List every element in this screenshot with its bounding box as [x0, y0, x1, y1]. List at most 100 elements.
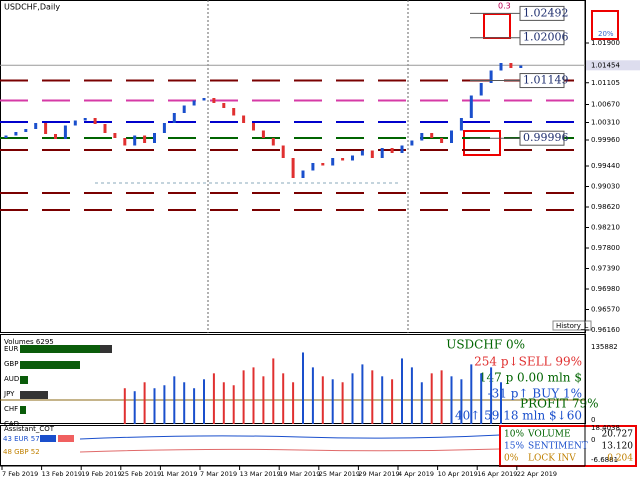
- currency-label: AUD: [4, 375, 19, 383]
- volume-bar: [420, 382, 423, 424]
- info-text: PROFIT 79%: [520, 397, 599, 411]
- info-text: 254 p↓SELL 99%: [474, 355, 582, 369]
- candle-body: [281, 145, 285, 158]
- cot-pct: 0%: [504, 454, 519, 464]
- candle-body: [430, 133, 434, 138]
- candle-body: [469, 95, 473, 118]
- candle-body: [479, 83, 483, 96]
- volume-bar: [311, 367, 314, 424]
- currency-label: CAD: [4, 420, 19, 428]
- volume-bar: [123, 388, 126, 424]
- candle-body: [351, 155, 354, 161]
- button-label[interactable]: History_L: [556, 322, 588, 330]
- cot-value: 20.727: [602, 430, 634, 440]
- cot-name: VOLUME: [527, 430, 571, 440]
- volume-bar: [193, 388, 196, 424]
- candle-body: [24, 129, 28, 132]
- cot-pct: 15%: [504, 442, 524, 452]
- volume-bar: [153, 388, 156, 424]
- date-label: 7 Mar 2019: [200, 470, 237, 478]
- candle-body: [133, 135, 137, 146]
- candle-body: [123, 138, 127, 146]
- price-tick-label: 0.97800: [591, 244, 620, 252]
- candle-body: [271, 138, 275, 146]
- candle-body: [440, 138, 444, 143]
- price-box-label: 1.02006: [523, 31, 569, 44]
- volume-tick-label: 0: [591, 416, 595, 424]
- volume-bar: [450, 376, 453, 424]
- candle-body: [390, 148, 394, 153]
- cot-value: 0.204: [607, 454, 633, 464]
- cot-pct: 10%: [504, 430, 524, 440]
- volume-bar: [242, 370, 245, 424]
- symbol-title: USDCHF,Daily: [4, 3, 60, 12]
- price-tick-label: 0.96160: [591, 326, 620, 334]
- date-label: 29 Mar 2019: [358, 470, 399, 478]
- price-box: [519, 73, 565, 89]
- candle-body: [232, 108, 236, 116]
- candle-body: [172, 113, 176, 123]
- candle-body: [291, 158, 295, 178]
- price-tick-label: 1.00310: [591, 119, 620, 127]
- candle-body: [34, 123, 38, 129]
- panel-title: Volumes 6295: [4, 338, 54, 346]
- price-tick-label: 1.00670: [591, 101, 620, 109]
- candle-body: [400, 145, 404, 153]
- currency-bars: [20, 345, 112, 414]
- date-label: 10 Apr 2019: [438, 470, 478, 478]
- volume-bar: [460, 379, 463, 424]
- price-box: [519, 5, 565, 21]
- volume-bar: [143, 382, 146, 424]
- info-text: USDCHF 0%: [446, 338, 525, 352]
- candle-body: [63, 125, 67, 139]
- candle-body: [113, 133, 117, 138]
- volume-bar: [331, 379, 334, 424]
- volume-bar: [381, 376, 384, 424]
- candle-body: [261, 130, 265, 138]
- date-label: 16 Apr 2019: [477, 470, 517, 478]
- price-box-label: 1.02492: [523, 6, 569, 19]
- price-box-label: 1.01149: [523, 74, 569, 87]
- price-tick-label: 0.98210: [591, 224, 620, 232]
- candle-body: [182, 105, 186, 113]
- candle-body: [222, 103, 226, 108]
- price-box: [519, 130, 565, 146]
- candle-body: [489, 70, 493, 83]
- date-label: 22 Apr 2019: [517, 470, 557, 478]
- cot-label: 43 EUR 57: [3, 435, 40, 443]
- button[interactable]: [552, 320, 592, 331]
- cot-line: [79, 434, 501, 440]
- candle-body: [519, 65, 523, 68]
- cot-box-frame: [499, 425, 637, 467]
- candle-body: [143, 135, 147, 143]
- candle-body: [311, 163, 315, 171]
- cot-tick-label: 0: [591, 436, 595, 444]
- candle-body: [162, 123, 166, 133]
- candle-body: [420, 133, 424, 141]
- highlight: [463, 130, 501, 156]
- mark-label: 0.3: [498, 2, 511, 11]
- date-label: 7 Feb 2019: [2, 470, 38, 478]
- volume-bar: [232, 385, 235, 424]
- candle-body: [14, 132, 18, 136]
- candle-body: [331, 158, 335, 166]
- candle-body: [202, 98, 206, 101]
- price-box-label: 0.99996: [523, 131, 569, 144]
- cot-label: 48 GBP 52: [3, 448, 40, 456]
- candle-body: [450, 130, 453, 143]
- cot-tick-label: 18.4038: [591, 424, 620, 432]
- candle-body: [301, 170, 305, 178]
- current-price-label: 1.01454: [591, 61, 620, 69]
- volume-bar: [440, 370, 443, 424]
- candle-body: [73, 120, 77, 126]
- currency-bar: [20, 391, 48, 399]
- price-tick-label: 0.99960: [591, 136, 620, 144]
- info-text: 40↑ 59.18 mln $↓60: [455, 409, 582, 423]
- price-tick-label: 0.97390: [591, 265, 620, 273]
- volume-bar: [470, 364, 473, 424]
- volume-bar: [500, 382, 502, 424]
- price-tick-label: 0.99030: [591, 183, 620, 191]
- candle-body: [153, 133, 156, 143]
- volume-bar: [410, 367, 413, 424]
- candle-body: [499, 63, 503, 71]
